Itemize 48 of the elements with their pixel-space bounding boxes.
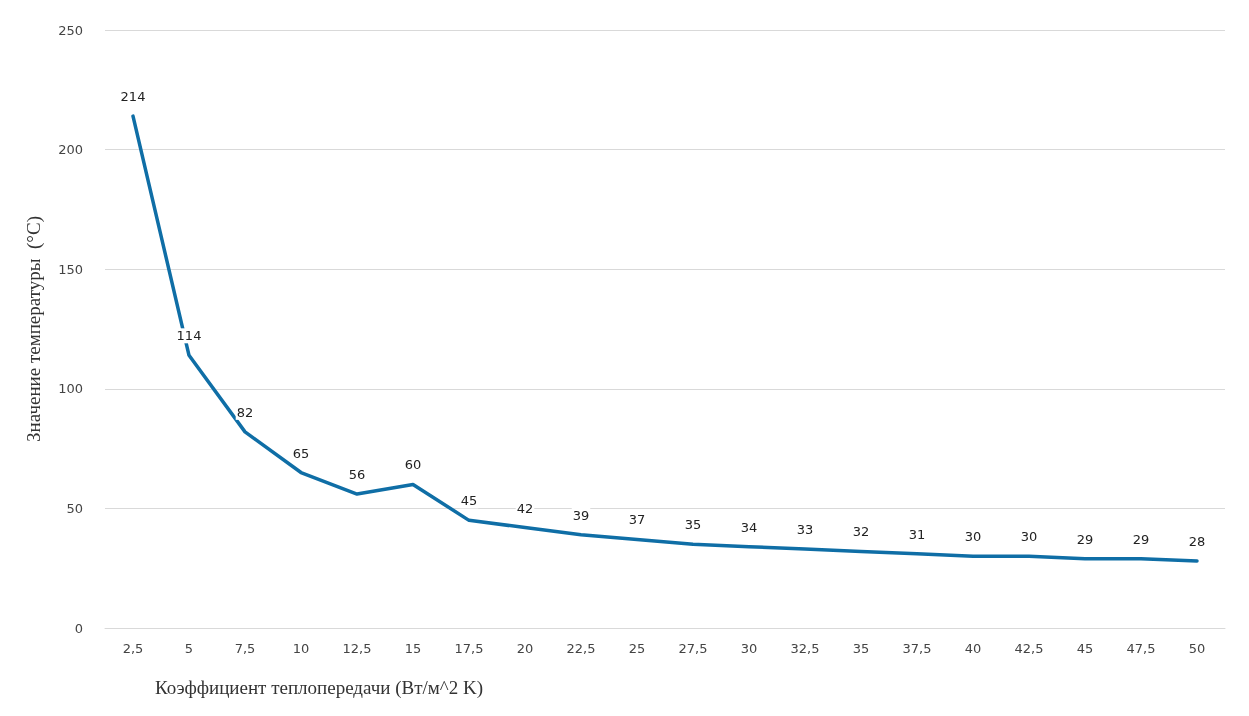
data-label: 65 <box>292 445 310 461</box>
x-tick-label: 7,5 <box>234 641 256 656</box>
data-label: 30 <box>1020 529 1038 545</box>
x-tick-label: 32,5 <box>790 641 820 656</box>
y-tick-label: 250 <box>58 22 83 38</box>
data-label: 45 <box>460 493 478 509</box>
data-label: 31 <box>908 526 926 542</box>
data-label: 32 <box>852 524 870 540</box>
data-label: 28 <box>1188 534 1206 550</box>
data-label: 56 <box>348 467 366 483</box>
data-label: 214 <box>120 89 146 105</box>
x-tick-label: 17,5 <box>454 641 484 656</box>
x-tick-label: 45 <box>1076 641 1094 656</box>
x-tick-label: 2,5 <box>122 641 144 656</box>
data-label: 37 <box>628 512 646 528</box>
x-tick-label: 27,5 <box>678 641 708 656</box>
data-label: 82 <box>236 404 254 420</box>
x-tick-label: 15 <box>404 641 422 656</box>
data-label: 114 <box>176 328 202 344</box>
x-tick-label: 22,5 <box>566 641 596 656</box>
x-axis-title: Коэффициент теплопередачи (Вт/м^2 K) <box>155 677 483 699</box>
x-tick-label: 35 <box>852 641 870 656</box>
x-tick-label: 37,5 <box>902 641 932 656</box>
x-tick-label: 30 <box>740 641 758 656</box>
x-tick-label: 5 <box>184 641 194 656</box>
x-tick-label: 20 <box>516 641 534 656</box>
y-tick-label: 100 <box>58 381 83 397</box>
data-label: 30 <box>964 529 982 545</box>
data-label: 42 <box>516 500 534 516</box>
data-label: 39 <box>572 507 590 523</box>
x-tick-label: 42,5 <box>1014 641 1044 656</box>
x-tick-label: 10 <box>292 641 310 656</box>
data-label: 35 <box>684 517 702 533</box>
y-tick-label: 0 <box>74 620 83 636</box>
data-label: 29 <box>1076 531 1094 547</box>
data-label: 33 <box>796 522 814 538</box>
data-label: 29 <box>1132 531 1150 547</box>
x-tick-label: 25 <box>628 641 646 656</box>
y-tick-label: 200 <box>58 142 83 158</box>
y-tick-label: 50 <box>66 500 83 516</box>
x-tick-label: 47,5 <box>1126 641 1156 656</box>
x-tick-label: 50 <box>1188 641 1206 656</box>
x-tick-label: 12,5 <box>342 641 372 656</box>
x-tick-label: 40 <box>964 641 982 656</box>
y-axis-title: Значение температуры (°C) <box>23 216 45 442</box>
data-label: 60 <box>404 457 422 473</box>
data-label: 34 <box>740 519 758 535</box>
y-tick-label: 150 <box>58 261 83 277</box>
